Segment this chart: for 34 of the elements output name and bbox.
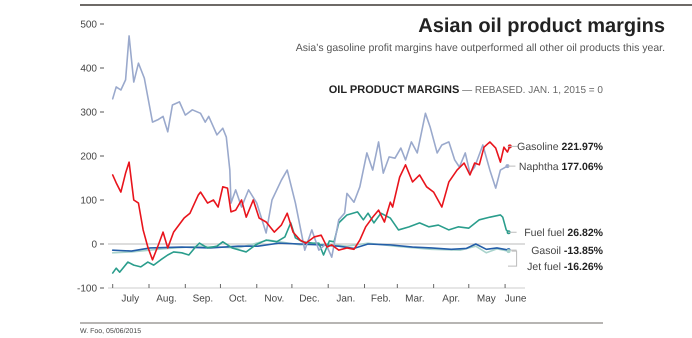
x-tick-label: July — [121, 294, 140, 304]
y-tick-label: 100 — [80, 196, 98, 206]
chart-title: Asian oil product margins — [418, 15, 665, 37]
series-label: Naphtha — [518, 160, 559, 173]
line-series — [112, 141, 512, 261]
series-label: Gasoil — [531, 244, 561, 257]
y-tick-label: 300 — [80, 108, 98, 118]
y-tick-label: 0 — [91, 240, 98, 250]
y-tick-label: -100 — [76, 284, 98, 294]
text: -13.85% — [560, 244, 604, 257]
x-tick-label: June — [504, 294, 527, 304]
x-tick-label: Nov. — [264, 294, 284, 304]
series-label: Fuel fuel — [524, 226, 564, 239]
x-tick-label: Feb. — [370, 294, 391, 304]
x-tick-label: May — [476, 294, 496, 304]
text: 26.82% — [564, 226, 604, 239]
text: Asia’s gasoline profit margins have outperformed all other oil products this year. — [296, 42, 665, 54]
series-label: Gasoline — [517, 141, 559, 154]
y-tick-label: 200 — [80, 152, 98, 162]
x-tick-label: Dec. — [299, 294, 320, 304]
series-label: Jet fuel — [527, 260, 561, 273]
x-tick-label: Sep. — [192, 294, 214, 304]
annotation: — REBASED. JAN. 1, 2015 = 0 — [459, 85, 604, 96]
x-tick-label: Mar. — [405, 294, 425, 304]
x-tick-label: Apr. — [442, 294, 460, 304]
text: -16.26% — [560, 260, 604, 273]
x-tick-label: Oct. — [228, 294, 248, 304]
legend-title: OIL PRODUCT MARGINS — [328, 84, 460, 96]
x-tick-label: Aug. — [156, 294, 177, 304]
y-tick-label: 500 — [80, 20, 98, 30]
x-tick-label: Jan. — [336, 294, 356, 304]
text: 177.06% — [558, 160, 604, 173]
y-tick-label: 400 — [80, 64, 98, 74]
text: 221.97% — [558, 141, 604, 154]
